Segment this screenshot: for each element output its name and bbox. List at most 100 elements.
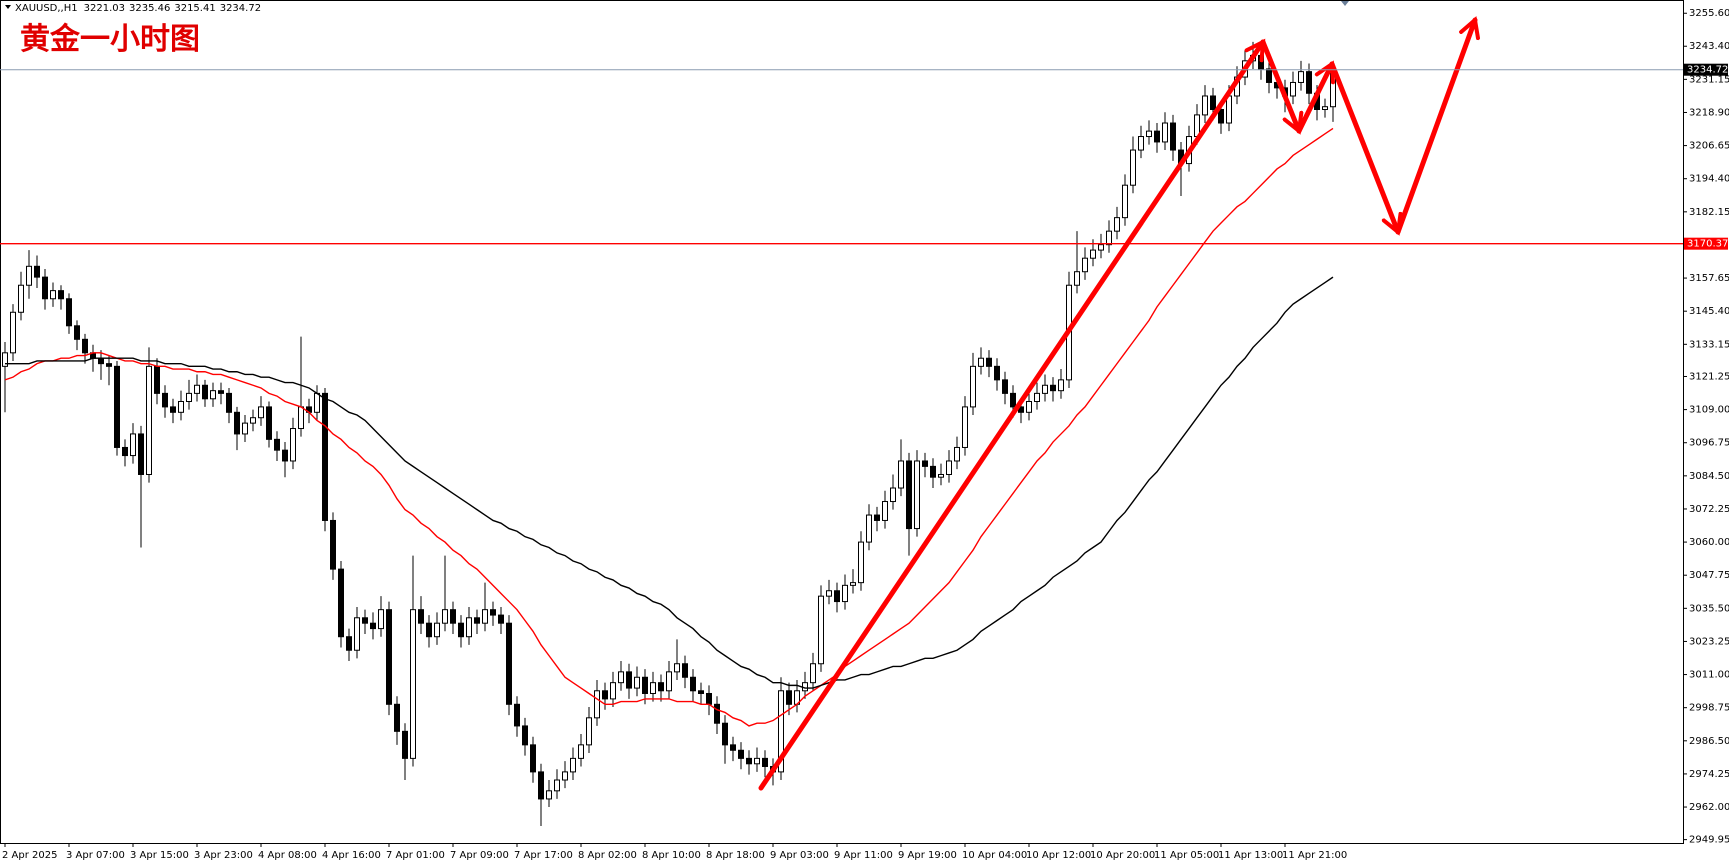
candle-body	[258, 406, 264, 419]
candle-body	[738, 749, 744, 759]
shift-marker	[1341, 1, 1349, 6]
candle-body	[42, 276, 48, 300]
x-tick-label: 8 Apr 02:00	[578, 850, 637, 861]
candle-body	[1122, 184, 1128, 219]
candle-body	[282, 449, 288, 462]
candle-body	[1266, 68, 1272, 83]
candle-body	[1034, 392, 1040, 402]
candle-body	[658, 682, 664, 692]
candle-body	[1290, 81, 1296, 97]
y-tick-label: 3243.40	[1689, 41, 1729, 52]
candle-body	[1258, 54, 1264, 70]
level-label-box	[1684, 237, 1728, 250]
candle-body	[362, 617, 368, 624]
candle-body	[914, 460, 920, 530]
candle-body	[1322, 106, 1328, 110]
candle-body	[874, 514, 880, 521]
y-tick-label: 2962.00	[1689, 802, 1729, 813]
candle-body	[1098, 244, 1104, 251]
candle-body	[1154, 130, 1160, 143]
y-tick-label: 3035.50	[1689, 603, 1729, 614]
candle-body	[1202, 95, 1208, 116]
candle-body	[434, 622, 440, 638]
candle-body	[210, 390, 216, 400]
candle-body	[466, 617, 472, 638]
x-tick-label: 4 Apr 08:00	[258, 850, 317, 861]
candle-body	[754, 757, 760, 765]
candle-body	[898, 460, 904, 489]
candle-body	[1010, 392, 1016, 408]
candle-body	[34, 265, 40, 278]
candle-body	[642, 676, 648, 694]
candle-body	[554, 779, 560, 792]
y-tick-label: 3096.75	[1689, 438, 1729, 449]
candle-body	[1298, 71, 1304, 83]
x-tick-label: 7 Apr 17:00	[514, 850, 573, 861]
y-tick-label: 3218.90	[1689, 107, 1729, 118]
drawn-arrows	[758, 20, 1475, 791]
x-tick-label: 11 Apr 05:00	[1154, 850, 1219, 861]
candle-body	[570, 757, 576, 773]
candle-body	[442, 609, 448, 624]
candle-body	[154, 365, 160, 394]
candle-body	[954, 446, 960, 462]
y-tick-label: 3133.15	[1689, 339, 1729, 350]
candle-body	[938, 473, 944, 478]
candle-body	[514, 703, 520, 727]
candle-body	[562, 771, 568, 781]
y-tick-label: 3145.40	[1689, 306, 1729, 317]
candle-body	[1138, 136, 1144, 151]
candle-body	[730, 744, 736, 751]
candle-body	[522, 725, 528, 746]
candle-body	[978, 357, 984, 367]
candle-body	[186, 392, 192, 402]
candle-body	[178, 400, 184, 413]
candle-body	[266, 406, 272, 440]
candle-body	[1042, 384, 1048, 394]
candle-body	[1162, 122, 1168, 143]
candle-body	[170, 406, 176, 413]
candle-body	[530, 744, 536, 773]
candle-body	[922, 460, 928, 467]
candle-body	[250, 417, 256, 424]
header: XAUUSD,,H1 3221.03 3235.46 3215.41 3234.72	[15, 3, 261, 14]
candle-body	[458, 622, 464, 638]
candle-body	[354, 617, 360, 651]
candle-body	[10, 311, 16, 354]
candle-body	[650, 682, 656, 694]
candle-body	[546, 790, 552, 800]
candle-body	[610, 682, 616, 700]
candle-body	[786, 690, 792, 705]
x-tick-label: 8 Apr 10:00	[642, 850, 701, 861]
candle-body	[1170, 122, 1176, 151]
candle-body	[762, 757, 768, 767]
arrow	[1296, 64, 1332, 134]
candle-body	[410, 609, 416, 759]
candle-body	[1130, 149, 1136, 186]
x-tick-label: 3 Apr 07:00	[66, 850, 125, 861]
candle-body	[698, 690, 704, 694]
arrow	[758, 42, 1266, 791]
moving-average	[4, 127, 1334, 727]
candle-body	[26, 265, 32, 286]
candle-body	[226, 392, 232, 413]
candle-body	[834, 590, 840, 603]
candle-body	[986, 357, 992, 367]
candle-body	[1082, 257, 1088, 273]
x-tick-label: 10 Apr 20:00	[1090, 850, 1155, 861]
candle-body	[1226, 95, 1232, 124]
x-tick-label: 9 Apr 03:00	[770, 850, 829, 861]
candle-body	[426, 622, 432, 638]
y-tick-label: 3011.00	[1689, 670, 1729, 681]
candle-body	[1090, 249, 1096, 259]
candle-body	[138, 433, 144, 475]
x-tick-label: 10 Apr 04:00	[962, 850, 1027, 861]
candle-body	[18, 284, 24, 313]
candle-body	[746, 757, 752, 765]
menu-triangle	[5, 5, 11, 9]
y-tick-label: 3109.00	[1689, 405, 1729, 416]
candle-body	[778, 690, 784, 773]
candle-body	[802, 682, 808, 692]
y-tick-label: 3157.65	[1689, 273, 1729, 284]
